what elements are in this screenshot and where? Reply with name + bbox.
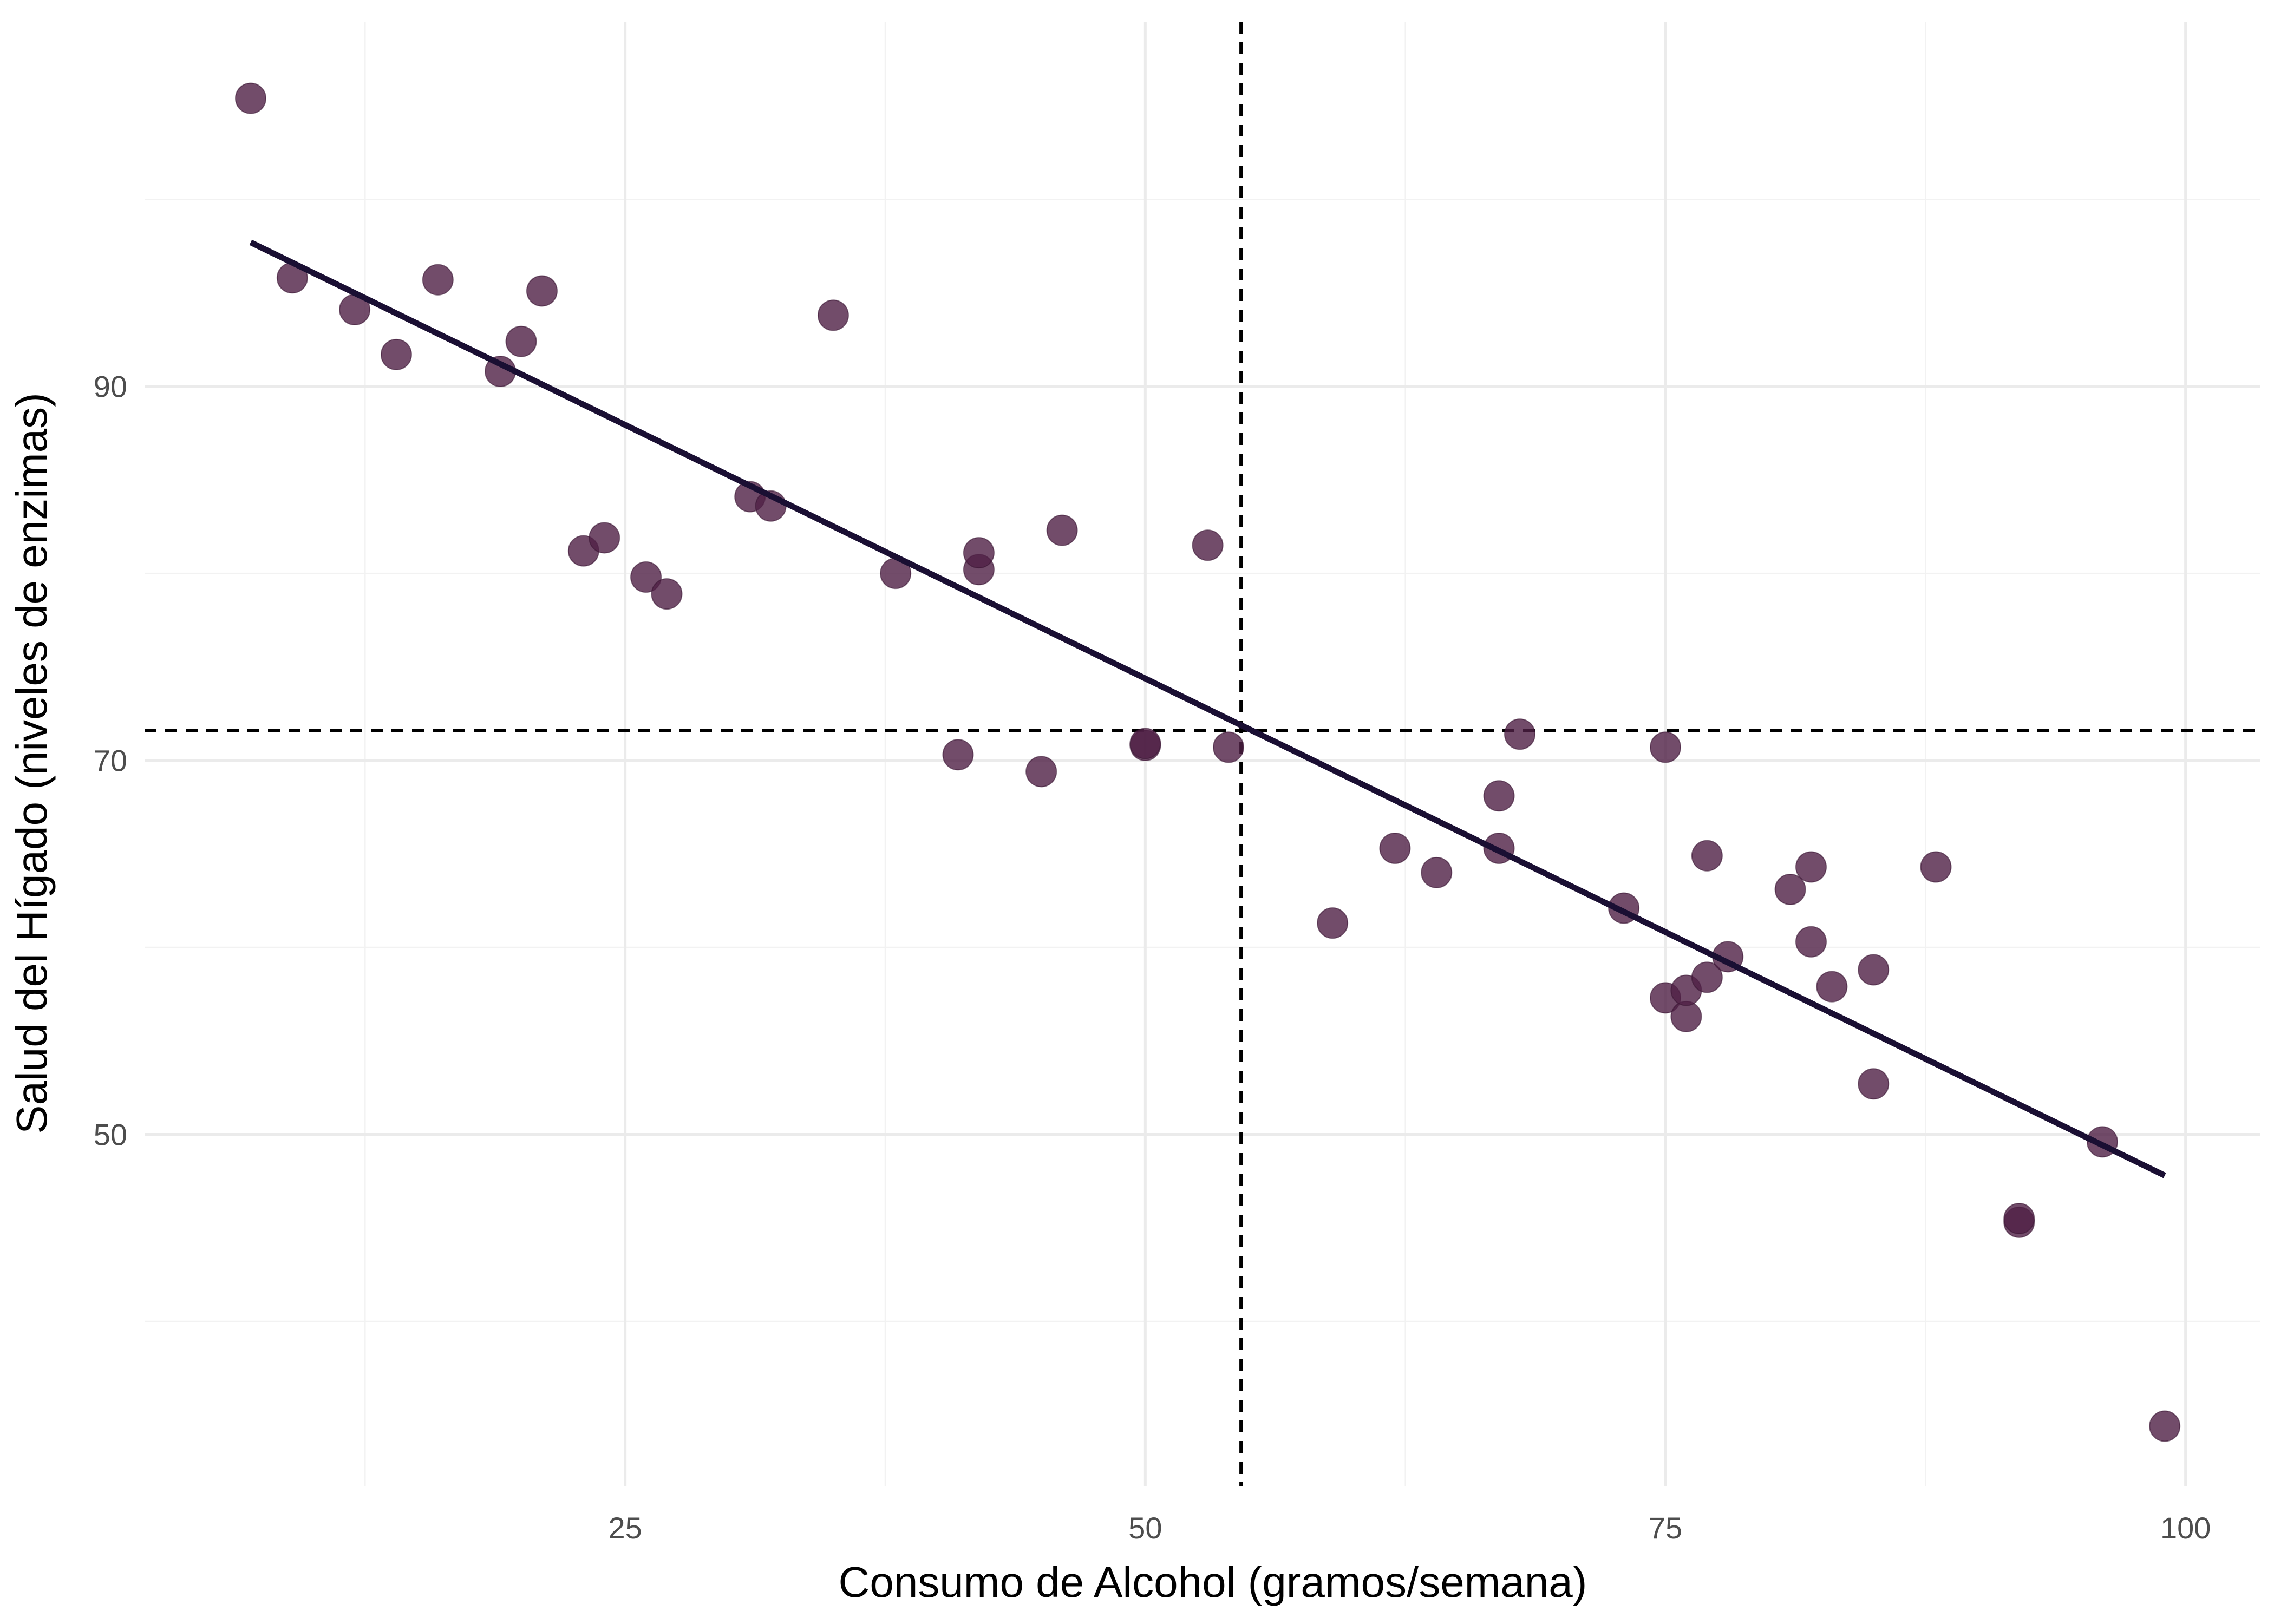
data-point-3: [380, 338, 412, 370]
y-axis-title: Salud del Hígado (niveles de enzimas): [8, 392, 56, 1134]
data-point-30: [1504, 718, 1536, 750]
data-point-20: [1046, 514, 1078, 546]
data-point-24: [1213, 731, 1245, 763]
data-point-10: [630, 561, 662, 593]
data-point-27: [1421, 856, 1453, 888]
y-tick-label-0: 50: [94, 1118, 127, 1152]
x-axis-title: Consumo de Alcohol (gramos/semana): [839, 1558, 1587, 1606]
x-axis-tick-labels: 25 50 75 100: [609, 1511, 2211, 1545]
data-points: [234, 82, 2181, 1442]
data-point-25: [1317, 907, 1349, 939]
data-point-23: [1192, 529, 1224, 561]
data-point-4: [422, 264, 454, 296]
data-point-36: [1691, 961, 1723, 993]
data-point-6: [505, 325, 537, 357]
minor-gridlines: [145, 22, 2260, 1486]
data-point-42: [1816, 971, 1848, 1003]
data-point-18: [963, 537, 995, 569]
x-tick-label-3: 100: [2160, 1511, 2211, 1545]
data-point-0: [234, 82, 266, 114]
data-point-49: [2149, 1410, 2181, 1442]
mean-reference-lines: [145, 22, 2260, 1486]
data-point-11: [651, 578, 683, 610]
data-point-40: [1795, 851, 1827, 883]
data-point-32: [1649, 731, 1681, 763]
data-point-14: [817, 299, 849, 331]
data-point-29: [1483, 780, 1515, 812]
data-point-9: [589, 522, 620, 554]
y-tick-label-2: 90: [94, 370, 127, 404]
data-point-16: [942, 739, 974, 771]
regression-line-group: [249, 239, 2166, 1178]
x-tick-label-1: 50: [1128, 1511, 1162, 1545]
data-point-44: [1858, 1068, 1890, 1100]
regression-line: [249, 239, 2166, 1178]
data-point-26: [1379, 832, 1411, 864]
major-gridlines: [145, 22, 2260, 1486]
data-point-22: [1129, 728, 1161, 759]
data-point-7: [526, 275, 558, 307]
y-tick-label-1: 70: [94, 744, 127, 778]
data-point-45: [1920, 851, 1952, 883]
data-point-37: [1691, 840, 1723, 872]
data-point-47: [2003, 1202, 2035, 1234]
x-tick-label-2: 75: [1649, 1511, 1682, 1545]
data-point-39: [1774, 873, 1806, 905]
data-point-19: [1025, 756, 1057, 788]
x-tick-label-0: 25: [609, 1511, 642, 1545]
data-point-41: [1795, 926, 1827, 958]
y-axis-tick-labels: 50 70 90: [94, 370, 127, 1152]
data-point-43: [1858, 954, 1890, 986]
